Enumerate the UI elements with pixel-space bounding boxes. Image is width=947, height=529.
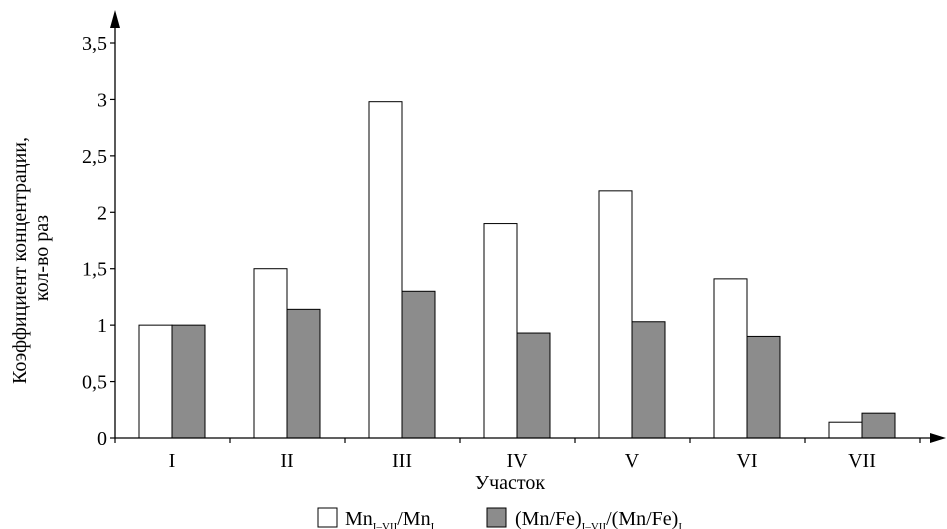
bar-IV-series-2 [516,332,551,439]
y-axis-title-line1: Коэффициент концентрации, [9,137,31,384]
y-tick-label: 0,5 [82,372,107,394]
legend-label-1: MnI–VII/MnI [345,508,435,529]
bars [138,101,896,439]
bar-IV-series-1 [483,223,518,439]
x-tick-label-VI: VI [736,450,757,472]
bar-II-series-1 [253,268,288,439]
bar-VI-series-2 [746,335,781,439]
y-tick-label: 3 [97,89,107,111]
x-axis-arrow [930,433,946,443]
y-axis-title-line2: кол-во раз [31,215,53,301]
legend-label-2: (Mn/Fe)I–VII/(Mn/Fe)I [515,508,682,529]
legend-swatch-1 [317,507,338,528]
x-tick-label-III: III [392,450,412,472]
bar-VI-series-1 [713,278,748,439]
y-tick-label: 2,5 [82,146,107,168]
y-axis-arrow [110,10,120,28]
y-tick-label: 2 [97,202,107,224]
y-tick-label: 0 [97,428,107,450]
y-axis-title: Коэффициент концентрации, кол-во раз [9,132,53,384]
bar-I-series-1 [138,324,173,439]
x-tick-label-VII: VII [848,450,876,472]
bar-I-series-2 [171,324,206,439]
y-tick-label: 1,5 [82,259,107,281]
bar-III-series-1 [368,101,403,439]
x-tick-label-IV: IV [506,450,528,472]
bar-III-series-2 [401,290,436,439]
bar-VII-series-2 [861,412,896,439]
legend-swatch-2 [486,507,507,528]
x-tick-label-I: I [169,450,176,472]
y-tick-label: 1 [97,315,107,337]
legend: MnI–VII/MnI (Mn/Fe)I–VII/(Mn/Fe)I [317,507,682,529]
bar-VII-series-1 [828,421,863,439]
bar-V-series-2 [631,321,666,439]
x-tick-label-II: II [280,450,293,472]
x-axis-ticks: I II III IV V VI VII [114,438,921,472]
x-tick-label-V: V [625,450,640,472]
x-axis-title: Участок [475,472,545,494]
bar-II-series-2 [286,308,321,439]
y-axis-ticks: 0 0,5 1 1,5 2 2,5 3 3,5 [82,33,115,450]
y-tick-label: 3,5 [82,33,107,55]
bar-V-series-1 [598,190,633,439]
